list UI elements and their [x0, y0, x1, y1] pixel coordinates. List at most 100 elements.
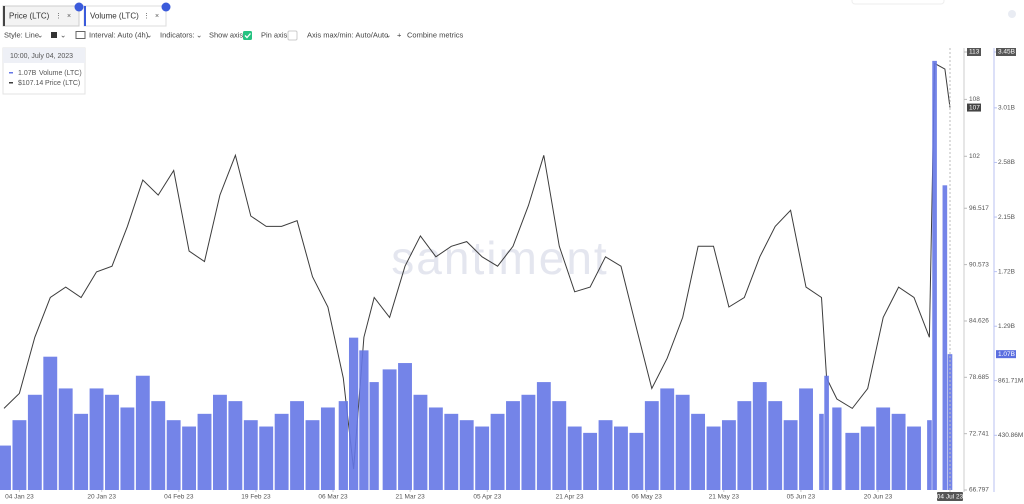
price-line [3, 62, 951, 470]
settings-dot[interactable] [1008, 10, 1016, 18]
volume-bar [614, 426, 628, 490]
tab-menu[interactable]: ⋮ [55, 13, 62, 20]
volume-bar [536, 382, 551, 490]
y2-tick-label: 861.71M [998, 377, 1023, 384]
tooltip-label: Price (LTC) [45, 80, 80, 87]
interval-icon [75, 31, 86, 39]
chevron: ⌄ [37, 30, 43, 39]
x-tick-label: 21 Apr 23 [556, 494, 584, 501]
tab-close[interactable]: × [155, 13, 159, 20]
volume-bar [907, 426, 921, 490]
tab-menu[interactable]: ⋮ [143, 13, 150, 20]
y-tick-label: 78.685 [969, 374, 989, 381]
volume-bar [182, 426, 197, 490]
volume-bar [737, 401, 752, 490]
y-tick-highlight [967, 48, 981, 56]
x-tick-label: 05 Jun 23 [787, 494, 816, 501]
top-button[interactable] [851, 0, 945, 5]
color-picker[interactable] [51, 32, 57, 38]
x-tick-highlight [937, 492, 963, 501]
volume-bar [691, 413, 706, 490]
volume-bar [947, 354, 953, 490]
y-tick-label: 90.573 [969, 261, 989, 268]
volume-bar [783, 420, 798, 490]
volume-bar [197, 413, 212, 490]
x-tick-label: 21 May 23 [709, 494, 740, 501]
x-tick-label: 04 Jul 23 [937, 494, 964, 501]
volume-bar [398, 363, 412, 490]
volume-bar [320, 407, 335, 490]
style-select[interactable]: Style: Line [4, 30, 39, 39]
y-tick-label: 72.741 [969, 430, 989, 437]
interval-select[interactable]: Interval: Auto (4h) [89, 30, 149, 39]
indicators-select[interactable]: Indicators: [160, 30, 195, 39]
volume-bar [891, 413, 906, 490]
axis-minmax-select[interactable]: Axis max/min: Auto/Auto [307, 30, 388, 39]
volume-bar [166, 420, 181, 490]
volume-bar [721, 420, 736, 490]
volume-bar [459, 420, 474, 490]
volume-bar [74, 413, 89, 490]
show-axis-label: Show axis [209, 30, 243, 39]
tooltip-value: $107.14 [18, 80, 43, 87]
y-tick-label: 66.797 [969, 487, 989, 494]
y2-tick-label: 3.45B [998, 49, 1015, 56]
x-tick-label: 19 Feb 23 [241, 494, 271, 501]
volume-bar [27, 394, 42, 490]
plus: + [397, 30, 402, 39]
tab-marker [3, 6, 5, 26]
volume-bar [58, 388, 73, 490]
show-axis-checkbox[interactable] [243, 31, 252, 40]
volume-bar [675, 394, 690, 490]
volume-bar [490, 413, 505, 490]
y2-tick-highlight [996, 48, 1016, 56]
pin-axis-checkbox[interactable] [287, 30, 298, 41]
y2-tick-label: 430.86M [998, 432, 1023, 439]
tooltip-date: 10:00, July 04, 2023 [10, 53, 73, 60]
volume-bar [583, 432, 598, 490]
tooltip-swatch [9, 82, 13, 84]
volume-bar [12, 420, 27, 490]
volume-badge-label: 1.07B [998, 351, 1015, 358]
volume-bar [259, 426, 274, 490]
volume-bar [43, 356, 58, 490]
tab-marker [84, 6, 86, 26]
volume-bar [274, 413, 289, 490]
volume-bar [120, 407, 135, 490]
volume-bar [629, 432, 644, 490]
x-tick-label: 20 Jun 23 [864, 494, 893, 501]
volume-bar [752, 382, 767, 490]
volume-bar [228, 401, 243, 490]
volume-bar [348, 337, 359, 490]
volume-bar [475, 426, 490, 490]
tooltip-swatch [9, 72, 13, 74]
price-badge [967, 103, 981, 112]
volume-bar [290, 401, 304, 490]
tooltip-value: 1.07B [18, 70, 37, 77]
y2-tick-label: 2.58B [998, 159, 1015, 166]
y2-tick-label: 3.01B [998, 105, 1015, 112]
volume-bar [876, 407, 891, 490]
volume-bar [506, 401, 520, 490]
price-badge-label: 107 [969, 104, 980, 111]
tab-label: Volume (LTC) [90, 12, 139, 21]
y-tick-label: 96.517 [969, 205, 989, 212]
check [244, 33, 251, 39]
y2-tick-label: 1.29B [998, 323, 1015, 330]
tab-close[interactable]: × [67, 13, 71, 20]
x-tick-label: 05 Apr 23 [473, 494, 501, 501]
volume-bar [927, 420, 932, 490]
volume-bar [151, 401, 166, 490]
volume-bar [444, 413, 459, 490]
x-tick-label: 04 Jan 23 [5, 494, 34, 501]
volume-bar [799, 388, 813, 490]
x-tick-label: 20 Jan 23 [87, 494, 116, 501]
y-tick-label: 84.626 [969, 318, 989, 325]
combine-button[interactable]: Combine metrics [407, 30, 464, 39]
volume-bar [845, 432, 860, 490]
chevron: ⌄ [385, 30, 391, 39]
volume-bar [819, 413, 824, 490]
x-tick-label: 06 May 23 [631, 494, 662, 501]
volume-bar [105, 394, 119, 490]
